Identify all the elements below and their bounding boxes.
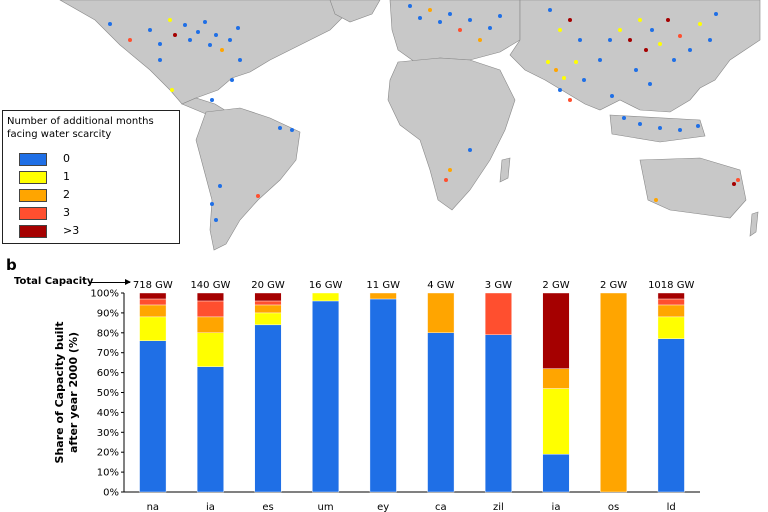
- capacity-label: 3 GW: [485, 280, 512, 291]
- bar-segment-0-0: [139, 340, 167, 493]
- legend-swatch-1: [19, 171, 47, 184]
- north-america-landmass: [59, 0, 361, 105]
- bar-segment-9-2: [657, 304, 685, 318]
- asia-landmass: [509, 0, 761, 113]
- legend-label-4: >3: [63, 224, 80, 237]
- bar-segment-7-4: [542, 292, 570, 369]
- capacity-label: 4 GW: [427, 280, 454, 291]
- indonesia-landmass: [609, 114, 706, 143]
- total-capacity-arrow: [90, 279, 131, 285]
- bar-segment-1-1: [196, 332, 224, 367]
- bar-segment-9-1: [657, 316, 685, 339]
- bar-segment-3-1: [312, 292, 340, 302]
- madagascar-landmass: [499, 157, 511, 183]
- legend-label-0: 0: [63, 152, 70, 165]
- x-tick-label: um: [318, 502, 334, 512]
- bar-segment-2-1: [254, 312, 282, 326]
- bar-segment-4-2: [369, 292, 397, 300]
- bar-segment-2-0: [254, 324, 282, 493]
- y-tick-label: 50%: [97, 388, 119, 399]
- y-tick-label: 30%: [97, 428, 119, 439]
- bar-segment-6-3: [484, 292, 512, 335]
- legend-swatch-3: [19, 207, 47, 220]
- bar-segment-1-4: [196, 292, 224, 302]
- y-axis-label: Share of Capacity builtafter year 2000 (…: [53, 322, 80, 464]
- y-tick-label: 20%: [97, 448, 119, 459]
- x-tick-label: ia: [206, 502, 215, 512]
- capacity-label: 16 GW: [309, 280, 343, 291]
- legend-swatch-4: [19, 225, 47, 238]
- bar-segment-7-2: [542, 368, 570, 389]
- x-tick-label: zil: [493, 502, 504, 512]
- capacity-label: 11 GW: [366, 280, 400, 291]
- capacity-label: 140 GW: [190, 280, 230, 291]
- bar-segment-2-3: [254, 300, 282, 306]
- bar-segment-1-3: [196, 300, 224, 318]
- bar-segment-5-2: [427, 292, 455, 333]
- bar-segment-8-2: [600, 292, 628, 493]
- bar-segment-0-1: [139, 316, 167, 341]
- legend-label-1: 1: [63, 170, 70, 183]
- africa-landmass: [387, 57, 516, 211]
- x-tick-label: ld: [667, 502, 676, 512]
- stacked-bar-chart: 0% 10% 20% 30% 40% 50% 60% 70% 80% 90% 100% 718 GW…: [53, 280, 700, 512]
- legend-swatch-0: [19, 153, 47, 166]
- bar-segment-7-1: [542, 388, 570, 455]
- greenland-landmass: [329, 0, 381, 23]
- y-tick-label: 0%: [103, 488, 119, 499]
- capacity-label: 2 GW: [600, 280, 627, 291]
- legend-label-3: 3: [63, 206, 70, 219]
- bar-segment-0-2: [139, 304, 167, 318]
- power-plant-dots: [108, 4, 740, 222]
- bar-segment-9-3: [657, 298, 685, 306]
- x-tick-label: es: [262, 502, 273, 512]
- world-map: [59, 0, 761, 251]
- y-tick-label: 60%: [97, 368, 119, 379]
- total-capacity-label: Total Capacity: [14, 276, 94, 287]
- bar-segment-3-0: [312, 300, 340, 493]
- legend-swatch-2: [19, 189, 47, 202]
- bar-segment-4-0: [369, 298, 397, 493]
- bar-segment-1-0: [196, 366, 224, 493]
- x-tick-label: ca: [435, 502, 447, 512]
- x-tick-label: ia: [552, 502, 561, 512]
- capacity-label: 2 GW: [542, 280, 569, 291]
- x-tick-label: ey: [377, 502, 389, 512]
- panel-label: b: [6, 256, 17, 274]
- capacity-labels: 718 GW 140 GW 20 GW 16 GW 11 GW 4 GW 3 GW 2 GW 2…: [133, 280, 695, 291]
- y-tick-label: 80%: [97, 328, 119, 339]
- legend-title: Number of additional months facing water…: [7, 116, 154, 140]
- legend-label-2: 2: [63, 188, 70, 201]
- y-tick-label: 90%: [97, 308, 119, 319]
- bar-segment-0-4: [139, 292, 167, 300]
- y-tick-label: 70%: [97, 348, 119, 359]
- capacity-label: 718 GW: [133, 280, 173, 291]
- bar-segment-2-2: [254, 304, 282, 314]
- capacity-label: 20 GW: [251, 280, 285, 291]
- map-legend: Number of additional months facing water…: [2, 110, 180, 244]
- y-tick-label: 40%: [97, 408, 119, 419]
- x-tick-labels: na ia es um ey ca zil ia os ld: [147, 502, 676, 512]
- bar-segment-5-0: [427, 332, 455, 493]
- y-tick-label: 10%: [97, 468, 119, 479]
- south-america-landmass: [195, 107, 301, 251]
- australia-landmass: [639, 157, 747, 219]
- bar-segment-9-0: [657, 338, 685, 493]
- bar-segment-2-4: [254, 292, 282, 302]
- bars: [139, 292, 685, 493]
- capacity-label: 1018 GW: [648, 280, 694, 291]
- x-tick-label: na: [147, 502, 159, 512]
- bar-segment-9-4: [657, 292, 685, 300]
- bar-segment-1-2: [196, 316, 224, 334]
- new-zealand-landmass: [749, 211, 759, 237]
- bar-segment-0-3: [139, 298, 167, 306]
- x-tick-label: os: [608, 502, 619, 512]
- y-tick-label: 100%: [90, 289, 119, 300]
- bar-segment-7-0: [542, 453, 570, 493]
- bar-segment-6-0: [484, 334, 512, 493]
